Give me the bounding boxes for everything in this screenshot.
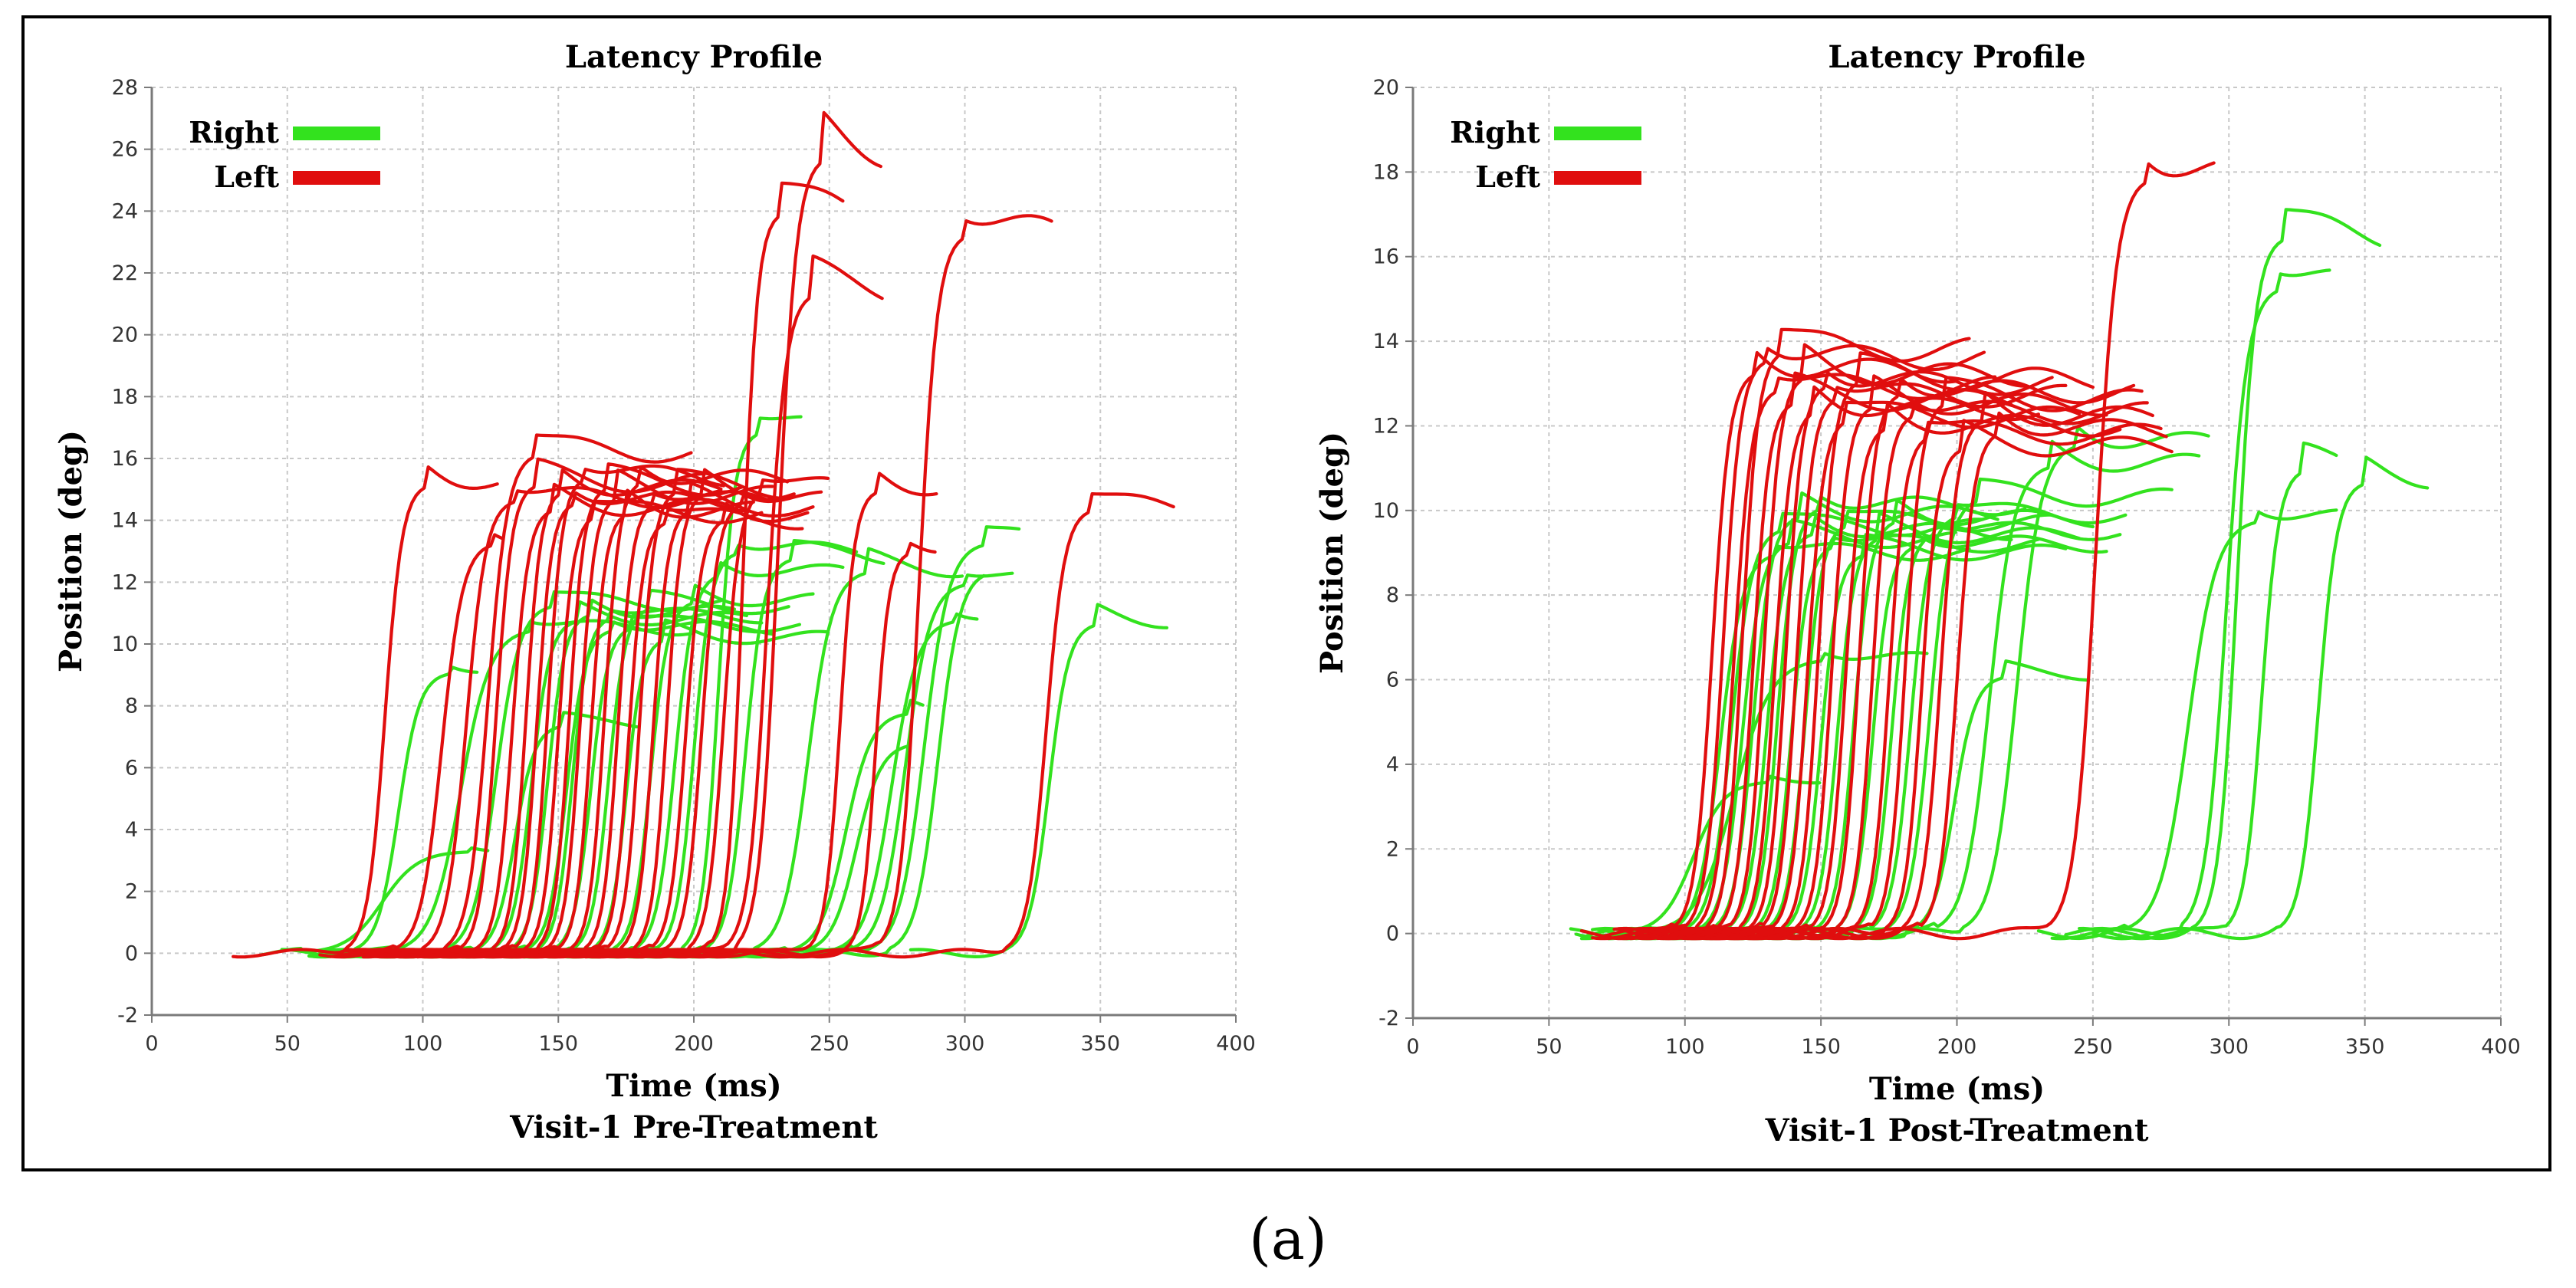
x-axis-label: Time (ms) [1869, 1071, 2045, 1107]
x-tick-label: 350 [2345, 1035, 2385, 1059]
legend: Right Left [189, 115, 380, 194]
x-tick-label: 350 [1080, 1032, 1120, 1056]
y-tick-label: 6 [125, 756, 138, 780]
y-tick-label: 10 [1373, 499, 1399, 523]
y-tick-label: 4 [1386, 753, 1399, 777]
y-tick-label: 24 [112, 199, 138, 223]
chart-subtitle: Visit-1 Post-Treatment [1765, 1112, 2149, 1148]
y-tick-label: 8 [1386, 583, 1399, 607]
figure-frame [21, 15, 2551, 1171]
right-trace [2091, 455, 2430, 941]
series-left [232, 110, 1175, 959]
x-tick-label: 50 [274, 1032, 301, 1056]
y-tick-label: 14 [112, 509, 138, 533]
left-trace [1677, 419, 2163, 941]
chart-title: Latency Profile [1828, 39, 2085, 75]
left-trace [405, 490, 770, 959]
left-trace [432, 501, 810, 959]
y-tick-label: 22 [112, 261, 138, 285]
right-trace [280, 665, 479, 958]
left-trace [377, 499, 764, 959]
right-trace [909, 603, 1169, 959]
x-tick-label: 250 [2073, 1035, 2113, 1059]
x-tick-label: 150 [1801, 1035, 1841, 1059]
left-trace [610, 214, 1053, 959]
left-trace [232, 465, 499, 959]
x-tick-label: 200 [1937, 1035, 1977, 1059]
x-tick-label: 150 [538, 1032, 578, 1056]
right-trace [610, 525, 1021, 959]
left-trace [1710, 161, 2216, 941]
x-tick-label: 50 [1536, 1035, 1562, 1059]
x-tick-label: 200 [674, 1032, 714, 1056]
y-tick-label: 4 [125, 818, 138, 842]
y-tick-label: 16 [1373, 245, 1399, 269]
legend-label-right: Right [189, 115, 279, 150]
x-tick-label: 400 [2481, 1035, 2521, 1059]
left-trace [318, 533, 504, 959]
y-tick-label: 28 [112, 76, 138, 100]
legend: Right Left [1450, 115, 1641, 194]
y-tick-label: 2 [125, 880, 138, 904]
y-tick-label: 8 [125, 695, 138, 718]
left-trace [1694, 390, 2154, 941]
y-tick-label: 10 [112, 632, 138, 656]
x-tick-label: 100 [403, 1032, 443, 1056]
legend-label-right: Right [1450, 115, 1540, 150]
y-tick-label: 6 [1386, 669, 1399, 692]
right-trace [2064, 208, 2382, 941]
chart-panel-2: 0 50 100 150 200 250 300 350 400 -2 0 2 4 6 8 10 12 14 16 1… [1314, 39, 2521, 1148]
chart-title: Latency Profile [565, 39, 823, 75]
y-tick-label: 14 [1373, 330, 1399, 353]
right-trace [2036, 508, 2338, 941]
y-tick-label: 26 [112, 138, 138, 162]
legend-label-left: Left [1475, 159, 1540, 194]
legend-label-left: Left [214, 159, 279, 194]
x-tick-label: 400 [1216, 1032, 1256, 1056]
chart-subtitle: Visit-1 Pre-Treatment [509, 1109, 878, 1145]
left-trace [1699, 411, 2168, 941]
left-trace [1672, 399, 2149, 941]
x-tick-label: 300 [945, 1032, 985, 1056]
x-tick-label: 100 [1665, 1035, 1705, 1059]
y-tick-label: 0 [1386, 922, 1399, 946]
chart-panel-1: 0 50 100 150 200 250 300 350 400-202468101214161… [53, 39, 1256, 1145]
y-tick-label: 0 [125, 941, 138, 965]
y-axis-label: Position (deg) [1314, 432, 1350, 674]
x-tick-label: 250 [810, 1032, 849, 1056]
y-axis-label: Position (deg) [53, 430, 89, 672]
figure-caption: (a) [1249, 1207, 1327, 1273]
x-tick-label: 0 [145, 1032, 158, 1056]
x-axis-label: Time (ms) [606, 1068, 781, 1104]
y-tick-label: 16 [112, 447, 138, 471]
y-tick-label: 12 [1373, 414, 1399, 438]
y-tick-label: 20 [112, 324, 138, 347]
y-tick-label: -2 [1378, 1007, 1399, 1030]
y-tick-label: 18 [112, 385, 138, 409]
series-left [1579, 161, 2216, 941]
x-tick-label: 0 [1406, 1035, 1419, 1059]
y-tick-label: 18 [1373, 160, 1399, 184]
x-tick-label: 300 [2209, 1035, 2249, 1059]
left-trace [692, 491, 1175, 959]
y-tick-label: 2 [1386, 837, 1399, 861]
y-tick-label: -2 [117, 1004, 138, 1027]
y-tick-label: 12 [112, 570, 138, 594]
right-trace [2078, 441, 2338, 941]
y-tick-label: 20 [1373, 76, 1399, 100]
